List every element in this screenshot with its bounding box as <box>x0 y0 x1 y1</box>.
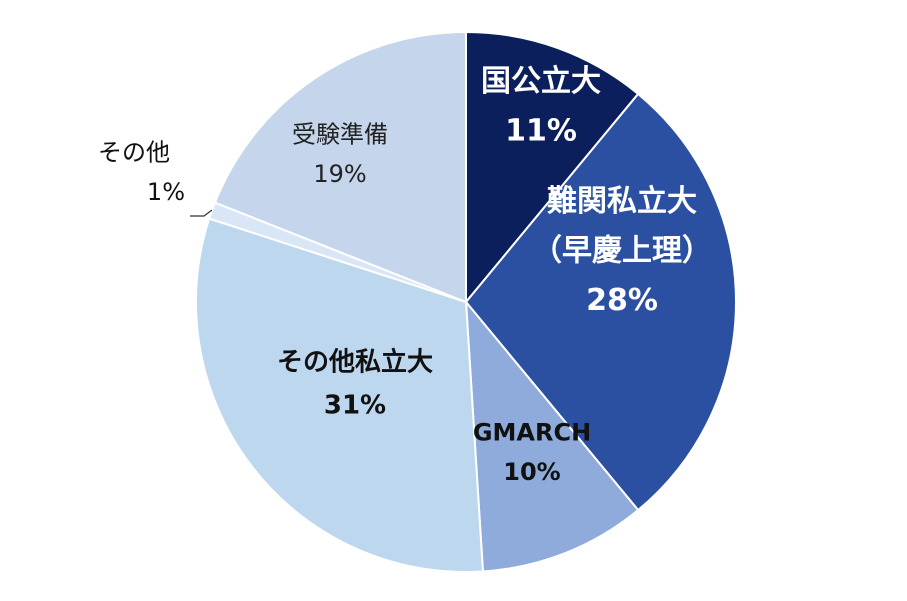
slice-name-label-4-0: その他 <box>98 139 170 167</box>
slice-value-label-3: 31% <box>324 391 386 421</box>
slice-name-label-2-0: GMARCH <box>473 419 591 447</box>
slice-label-4: その他 1% <box>98 139 185 207</box>
pie-slice-2 <box>464 298 640 573</box>
slice-label-0: 国公立大 11% <box>481 64 601 149</box>
pie-slice-3 <box>195 217 485 573</box>
pie-slice-5 <box>213 30 467 304</box>
slice-value-label-5: 19% <box>313 160 366 188</box>
slice-label-2: GMARCH 10% <box>473 419 591 487</box>
slice-value-label-4: 1% <box>147 178 185 206</box>
slice-label-5: 受験準備 19% <box>292 121 388 189</box>
slice-name-label-1-1: （早慶上理） <box>532 234 712 269</box>
slice-name-label-1-0: 難関私立大 <box>547 184 697 219</box>
slice-name-label-5-0: 受験準備 <box>292 121 388 149</box>
slice-value-label-2: 10% <box>503 458 560 486</box>
slice-value-label-0: 11% <box>505 113 577 148</box>
slice-label-1: 難関私立大 （早慶上理） 28% <box>532 184 712 318</box>
pie-slice-0 <box>465 30 640 305</box>
leader-line-4 <box>190 209 213 217</box>
slice-label-3: その他私立大 31% <box>277 347 433 421</box>
slice-name-label-3-0: その他私立大 <box>277 347 433 378</box>
pie-slice-1 <box>464 92 737 512</box>
slice-value-label-1: 28% <box>586 283 658 318</box>
slice-name-label-0-0: 国公立大 <box>481 64 601 99</box>
